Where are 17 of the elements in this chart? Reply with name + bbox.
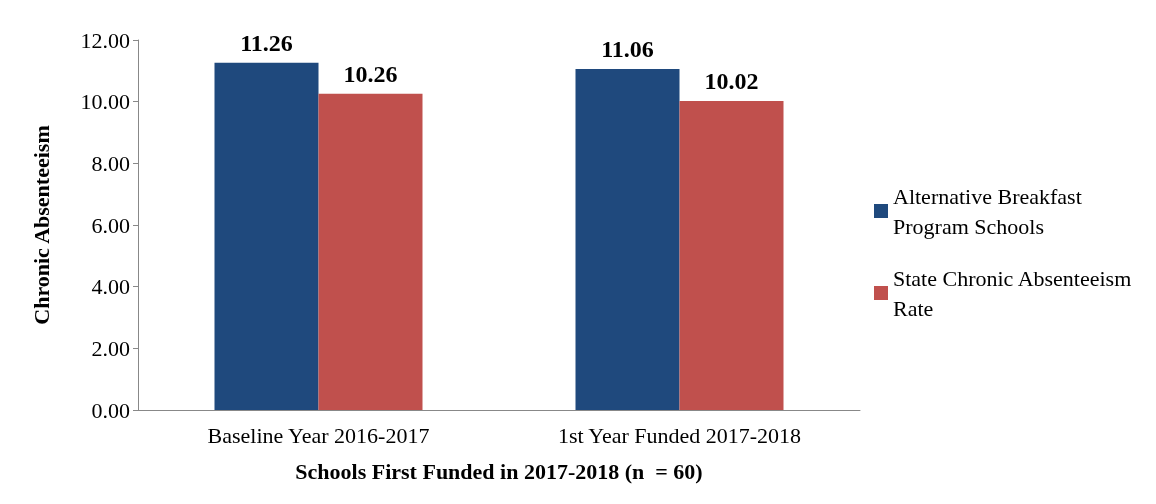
y-tick-label: 12.00 [80,27,130,53]
data-label: 10.26 [343,60,398,87]
data-label: 11.26 [240,29,293,56]
y-tick-label: 2.00 [91,335,130,361]
y-tick-label: 8.00 [91,150,130,176]
data-label: 10.02 [704,68,759,95]
y-tick-label: 6.00 [91,212,130,238]
y-tick-label: 10.00 [80,89,130,115]
x-tick-label: Baseline Year 2016-2017 [207,422,430,448]
legend-label: Alternative Breakfast Program Schools [893,183,1088,239]
y-tick-label: 0.00 [91,397,130,423]
data-label: 11.06 [601,35,654,62]
y-tick-label: 4.00 [91,274,130,300]
x-axis-title: Schools First Funded in 2017-2018 (n = 60) [295,458,703,484]
y-axis-title: Chronic Absenteeism [28,125,54,325]
x-tick-label: 1st Year Funded 2017-2018 [557,422,802,448]
legend-label: State Chronic Absenteeism Rate [893,265,1137,321]
